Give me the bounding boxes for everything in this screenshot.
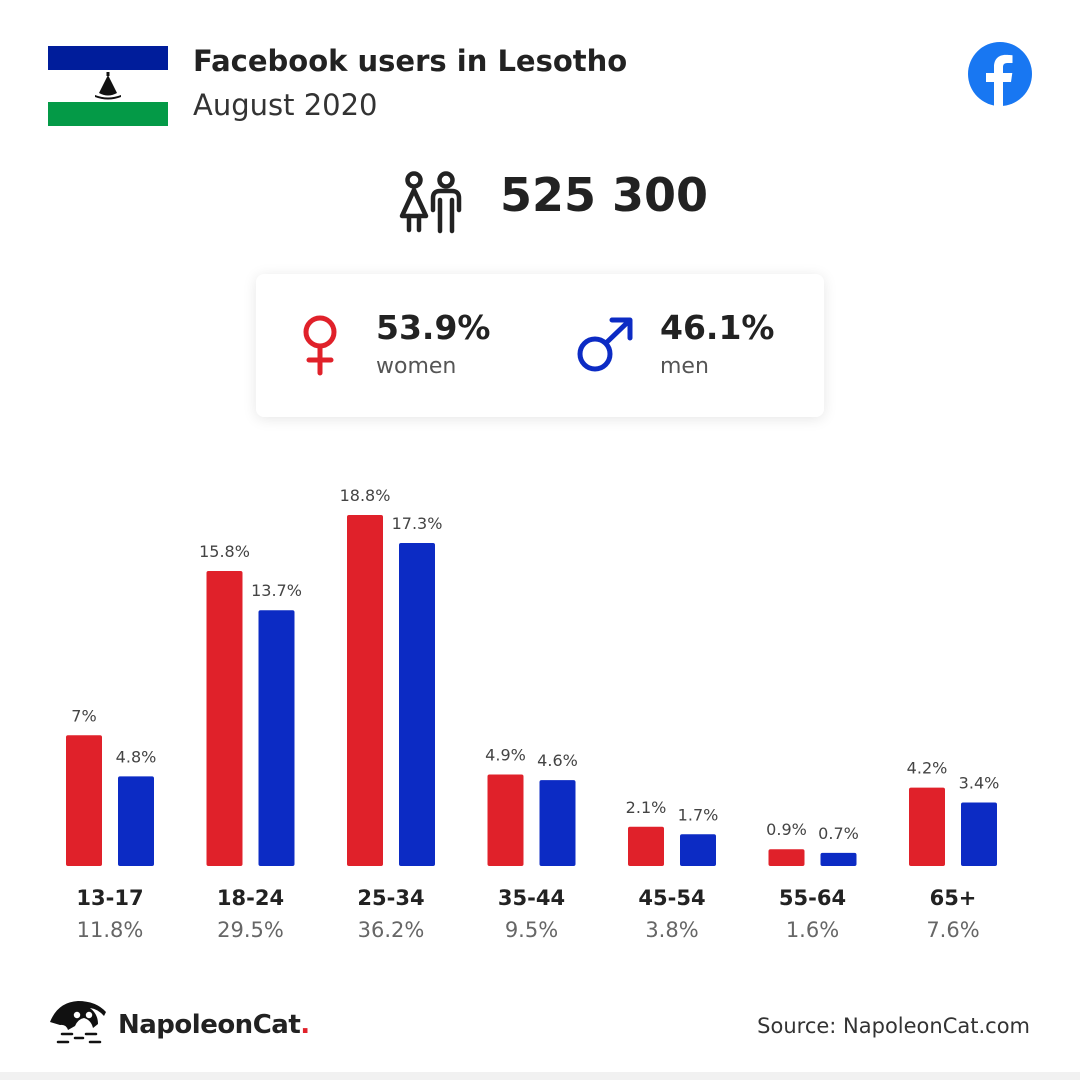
bottom-divider [0, 1072, 1080, 1080]
data-label-65+-series-1: 3.4% [959, 774, 1000, 793]
data-label-55-64-series-0: 0.9% [766, 820, 807, 839]
age-gender-bar-chart: 7% 4.8% 13-17 11.8% 15.8% 13.7% 18-24 29.5% 18.8… [66, 486, 1000, 942]
bar-13-17-series-0 [66, 735, 102, 866]
category-total-55-64: 1.6% [786, 918, 839, 942]
bar-45-54-series-1 [680, 834, 716, 866]
napoleoncat-brand: NapoleonCat. [118, 1010, 310, 1040]
chart-subtitle: August 2020 [193, 88, 378, 122]
category-total-25-34: 36.2% [358, 918, 425, 942]
category-total-18-24: 29.5% [217, 918, 284, 942]
women-percentage: 53.9% [376, 308, 491, 347]
bar-35-44-series-1 [539, 780, 576, 866]
bar-18-24-series-1 [258, 610, 295, 866]
bar-65+-series-1 [961, 802, 997, 866]
gender-split-card [256, 274, 824, 417]
category-label-25-34: 25-34 [357, 886, 424, 910]
napoleoncat-logo-icon [50, 1001, 106, 1044]
category-label-45-54: 45-54 [638, 886, 705, 910]
total-users-count: 525 300 [500, 168, 709, 222]
category-label-35-44: 35-44 [498, 886, 565, 910]
category-label-55-64: 55-64 [779, 886, 846, 910]
facebook-logo-icon [968, 42, 1032, 106]
chart-title: Facebook users in Lesotho [193, 44, 628, 78]
data-label-45-54-series-1: 1.7% [678, 805, 719, 824]
data-label-35-44-series-1: 4.6% [537, 751, 578, 770]
category-total-13-17: 11.8% [77, 918, 144, 942]
category-total-65+: 7.6% [926, 918, 979, 942]
category-label-18-24: 18-24 [217, 886, 284, 910]
lesotho-flag [48, 46, 168, 126]
brand-dot: . [300, 1010, 310, 1040]
data-label-65+-series-0: 4.2% [907, 759, 948, 778]
data-label-55-64-series-1: 0.7% [818, 824, 859, 843]
men-label: men [660, 354, 709, 379]
data-label-25-34-series-1: 17.3% [392, 514, 443, 533]
bar-55-64-series-0 [768, 849, 805, 866]
category-total-45-54: 3.8% [645, 918, 698, 942]
data-label-18-24-series-0: 15.8% [199, 542, 250, 561]
category-label-13-17: 13-17 [76, 886, 143, 910]
bar-65+-series-0 [909, 787, 945, 866]
female-symbol-icon [303, 315, 337, 376]
bar-55-64-series-1 [820, 852, 857, 866]
data-label-25-34-series-0: 18.8% [340, 486, 391, 505]
data-label-13-17-series-1: 4.8% [116, 747, 157, 766]
bar-25-34-series-1 [399, 543, 435, 866]
data-label-13-17-series-0: 7% [71, 706, 96, 725]
data-label-45-54-series-0: 2.1% [626, 798, 667, 817]
brand-name: NapoleonCat [118, 1010, 301, 1040]
bar-45-54-series-0 [628, 826, 664, 866]
men-percentage: 46.1% [660, 308, 775, 347]
data-label-18-24-series-1: 13.7% [251, 581, 302, 600]
data-label-35-44-series-0: 4.9% [485, 746, 526, 765]
source-text: Source: NapoleonCat.com [757, 1014, 1030, 1038]
bar-18-24-series-0 [206, 571, 243, 866]
mokorotlo-hat-icon [95, 72, 121, 100]
category-label-65+: 65+ [930, 886, 977, 910]
bar-25-34-series-0 [347, 515, 383, 866]
bar-35-44-series-0 [487, 774, 524, 866]
bar-13-17-series-1 [118, 776, 154, 866]
women-label: women [376, 354, 457, 379]
people-icon [399, 171, 462, 234]
male-symbol-icon [577, 317, 633, 372]
category-total-35-44: 9.5% [505, 918, 558, 942]
